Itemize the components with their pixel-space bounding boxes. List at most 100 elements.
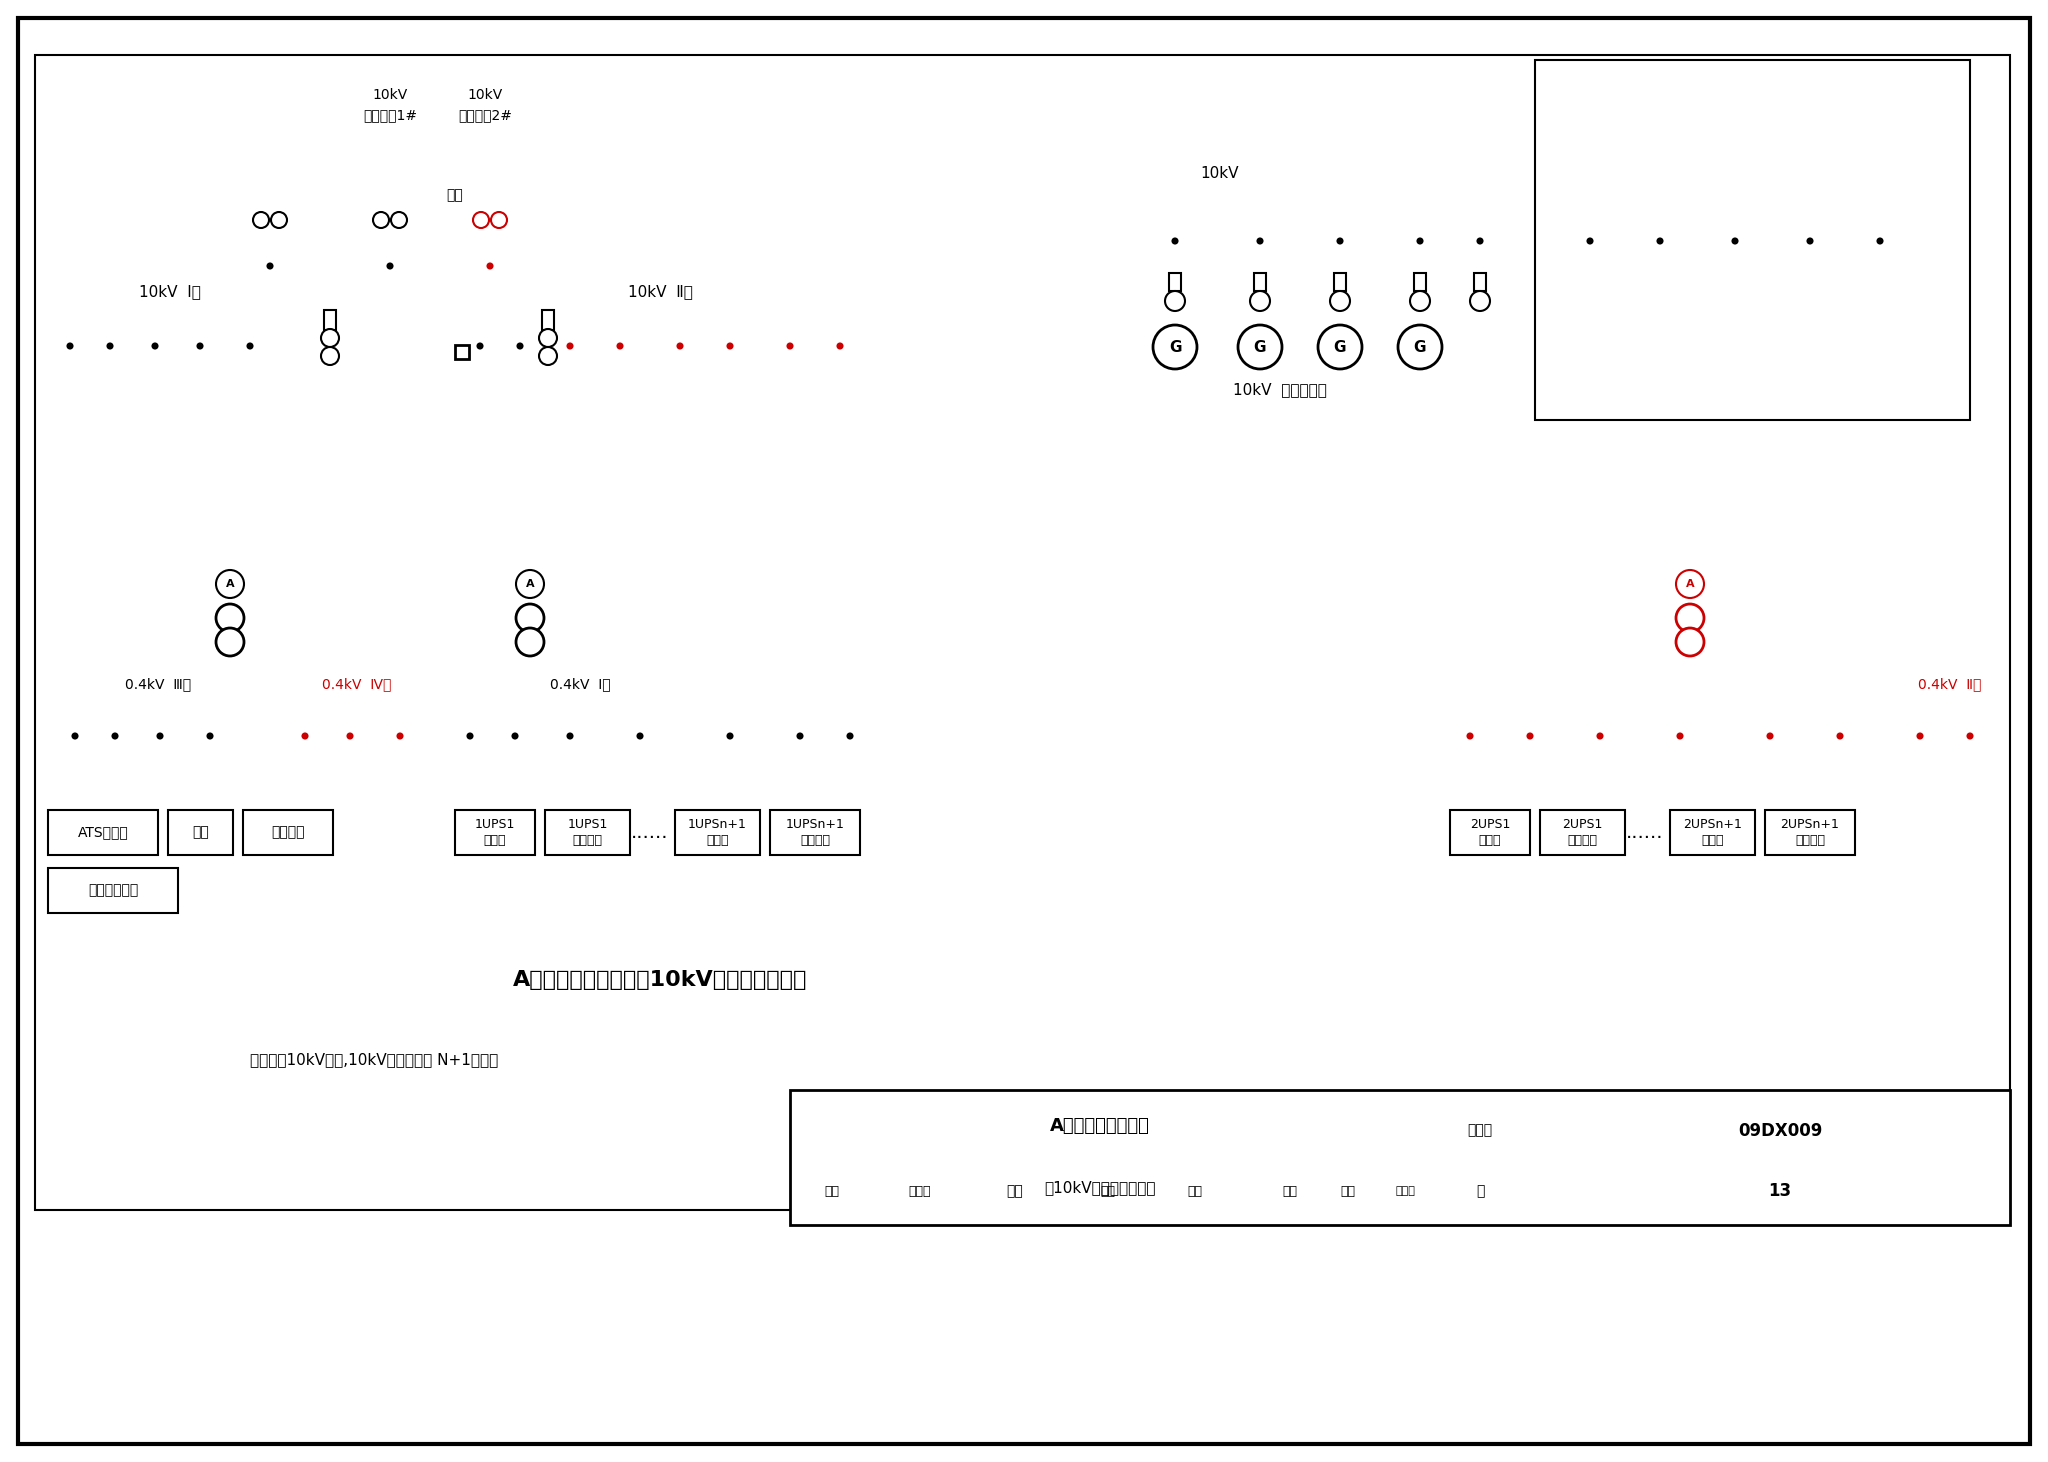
Text: 0.4kV  Ⅰ段: 0.4kV Ⅰ段 — [549, 677, 610, 692]
Bar — [770, 810, 860, 855]
Circle shape — [618, 344, 623, 348]
Circle shape — [106, 344, 113, 348]
Circle shape — [248, 344, 252, 348]
Text: ......: ...... — [1626, 823, 1663, 842]
Circle shape — [1837, 734, 1843, 738]
Text: 2UPSn+1
主电源: 2UPSn+1 主电源 — [1683, 819, 1743, 846]
Circle shape — [1399, 325, 1442, 368]
Text: （10kV柴油发电机组）: （10kV柴油发电机组） — [1044, 1180, 1155, 1194]
Text: 市电电源1#: 市电电源1# — [362, 108, 418, 121]
Circle shape — [373, 212, 389, 228]
Circle shape — [797, 734, 803, 738]
Circle shape — [391, 212, 408, 228]
Circle shape — [539, 329, 557, 346]
Text: A: A — [225, 579, 233, 589]
Text: A: A — [1686, 579, 1694, 589]
Circle shape — [678, 344, 682, 348]
Text: 10kV: 10kV — [467, 88, 502, 102]
Circle shape — [1409, 291, 1430, 311]
Circle shape — [1675, 629, 1704, 656]
Text: 设计: 设计 — [1341, 1184, 1356, 1197]
Text: A: A — [526, 579, 535, 589]
Circle shape — [1733, 238, 1737, 244]
Circle shape — [567, 344, 573, 348]
Text: 2UPSn+1
旁路电源: 2UPSn+1 旁路电源 — [1780, 819, 1839, 846]
Bar — [1475, 273, 1487, 291]
Circle shape — [1174, 238, 1178, 244]
Text: 0.4kV  Ⅱ段: 0.4kV Ⅱ段 — [1919, 677, 1982, 692]
Circle shape — [1470, 291, 1491, 311]
Circle shape — [516, 604, 545, 632]
Text: G: G — [1253, 339, 1266, 354]
Circle shape — [387, 263, 393, 269]
Circle shape — [1597, 734, 1602, 738]
Bar — [1413, 273, 1425, 291]
Text: G: G — [1333, 339, 1346, 354]
Bar — [1253, 273, 1266, 291]
Text: 张大光: 张大光 — [1395, 1186, 1415, 1196]
Text: 页: 页 — [1477, 1184, 1485, 1199]
Circle shape — [268, 263, 272, 269]
Bar — [35, 56, 2009, 1211]
Circle shape — [788, 344, 793, 348]
Text: G: G — [1169, 339, 1182, 354]
Text: 1UPSn+1
旁路电源: 1UPSn+1 旁路电源 — [786, 819, 844, 846]
Circle shape — [473, 212, 489, 228]
Circle shape — [1153, 325, 1196, 368]
Circle shape — [487, 263, 492, 269]
Bar — [1669, 810, 1755, 855]
Text: 钟景华: 钟景华 — [909, 1184, 932, 1197]
Bar — [1333, 273, 1346, 291]
Text: A级机房供电系统图（10kV柴油发电机组）: A级机房供电系统图（10kV柴油发电机组） — [512, 969, 807, 990]
Bar — [47, 810, 158, 855]
Circle shape — [1878, 238, 1882, 244]
Text: 机房专用空调: 机房专用空调 — [88, 883, 137, 898]
Circle shape — [1808, 238, 1812, 244]
Circle shape — [1675, 570, 1704, 598]
Bar — [543, 310, 555, 330]
Text: 10kV  Ⅱ段: 10kV Ⅱ段 — [627, 285, 692, 300]
Circle shape — [727, 734, 733, 738]
Circle shape — [1249, 291, 1270, 311]
Bar — [676, 810, 760, 855]
Bar — [1540, 810, 1624, 855]
Circle shape — [158, 734, 162, 738]
Circle shape — [637, 734, 643, 738]
Text: 10kV: 10kV — [1200, 165, 1239, 180]
Circle shape — [215, 570, 244, 598]
Bar — [1536, 60, 1970, 420]
Text: 1UPSn+1
主电源: 1UPSn+1 主电源 — [688, 819, 748, 846]
Circle shape — [303, 734, 307, 738]
Text: ......: ...... — [631, 823, 670, 842]
Circle shape — [322, 329, 340, 346]
Text: 联锁: 联锁 — [446, 189, 463, 202]
Text: 13: 13 — [1767, 1183, 1792, 1200]
Bar — [1169, 273, 1182, 291]
Text: G: G — [1413, 339, 1425, 354]
Text: 1UPS1
旁路电源: 1UPS1 旁路电源 — [567, 819, 608, 846]
Circle shape — [1587, 238, 1593, 244]
Circle shape — [838, 344, 842, 348]
Circle shape — [1477, 238, 1483, 244]
Text: 1UPS1
主电源: 1UPS1 主电源 — [475, 819, 516, 846]
Bar — [47, 868, 178, 912]
Circle shape — [152, 344, 158, 348]
Text: 2UPS1
旁路电源: 2UPS1 旁路电源 — [1563, 819, 1604, 846]
Circle shape — [1237, 325, 1282, 368]
Bar — [1450, 810, 1530, 855]
Text: 孙兰: 孙兰 — [1188, 1184, 1202, 1197]
Circle shape — [477, 344, 483, 348]
Circle shape — [322, 346, 340, 366]
Circle shape — [113, 734, 117, 738]
Circle shape — [539, 346, 557, 366]
Circle shape — [197, 344, 203, 348]
Circle shape — [207, 734, 213, 738]
Text: ATS配电柜: ATS配电柜 — [78, 826, 129, 839]
Text: 2UPS1
主电源: 2UPS1 主电源 — [1470, 819, 1509, 846]
Circle shape — [1917, 734, 1923, 738]
Circle shape — [1165, 291, 1186, 311]
Circle shape — [254, 212, 268, 228]
Circle shape — [397, 734, 403, 738]
Circle shape — [1417, 238, 1423, 244]
Circle shape — [270, 212, 287, 228]
